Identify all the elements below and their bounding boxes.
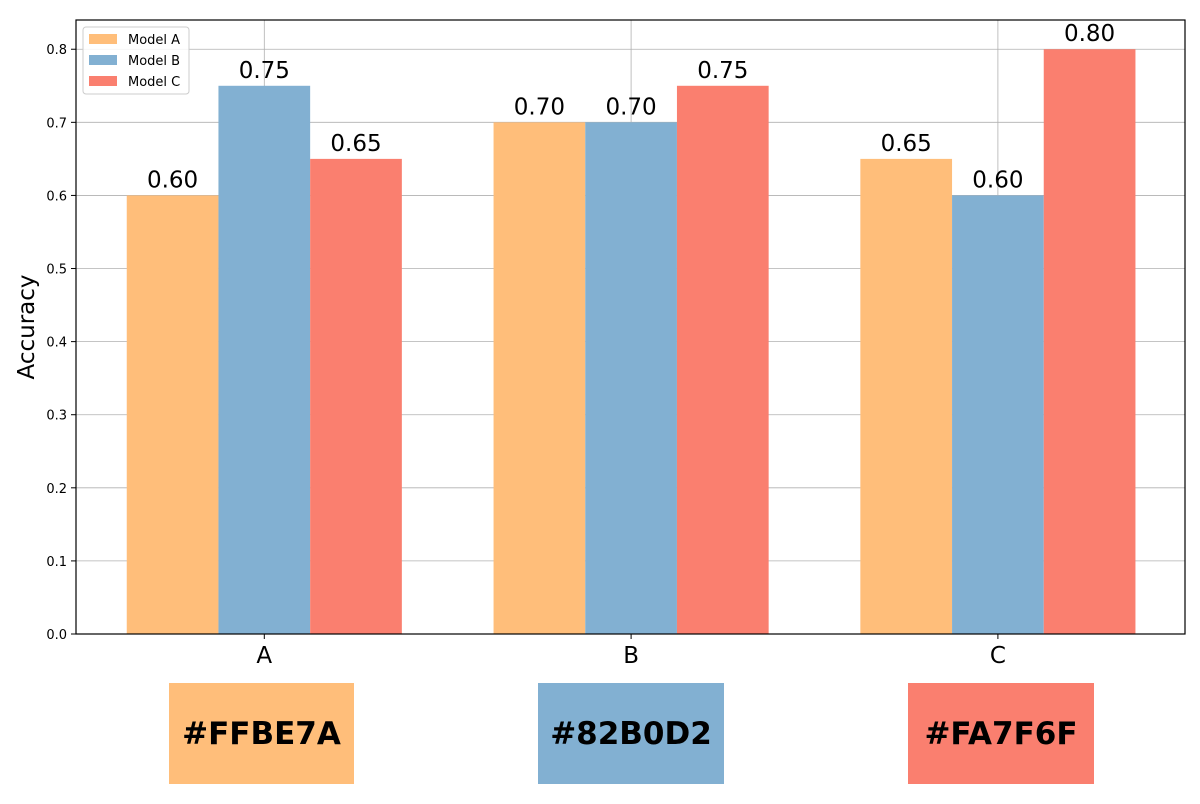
x-tick-label: B bbox=[623, 643, 639, 669]
data-label: 0.70 bbox=[605, 94, 656, 120]
bar-model-a-a bbox=[126, 195, 219, 634]
swatch-label-model-a: #FFBE7A bbox=[182, 715, 341, 752]
bar-model-b-c bbox=[952, 195, 1044, 634]
legend-swatch bbox=[89, 76, 117, 86]
data-label: 0.60 bbox=[147, 167, 198, 193]
color-swatch-model-a: #FFBE7A bbox=[169, 683, 354, 784]
data-label: 0.60 bbox=[972, 167, 1023, 193]
legend-swatch bbox=[89, 34, 117, 44]
bar-model-b-a bbox=[218, 85, 311, 635]
data-label: 0.75 bbox=[239, 58, 290, 84]
bar-model-a-c bbox=[860, 158, 953, 634]
bar-model-b-b bbox=[585, 122, 677, 634]
bar-model-c-c bbox=[1043, 49, 1136, 634]
y-axis-label: Accuracy bbox=[14, 274, 40, 379]
x-tick-label: A bbox=[256, 643, 272, 669]
swatch-label-model-b: #82B0D2 bbox=[550, 715, 712, 752]
legend-entry: Model B bbox=[128, 54, 180, 69]
y-tick-label: 0.0 bbox=[46, 628, 67, 643]
data-label: 0.75 bbox=[697, 58, 748, 84]
y-tick-label: 0.7 bbox=[46, 116, 67, 131]
y-tick-label: 0.8 bbox=[46, 43, 67, 58]
y-tick-label: 0.1 bbox=[46, 555, 67, 570]
bar-model-c-a bbox=[310, 158, 402, 634]
y-tick-label: 0.2 bbox=[46, 482, 67, 497]
legend-swatch bbox=[89, 55, 117, 65]
data-label: 0.70 bbox=[514, 94, 565, 120]
data-label: 0.65 bbox=[881, 131, 932, 157]
data-label: 0.65 bbox=[330, 131, 381, 157]
legend-entry: Model A bbox=[128, 33, 180, 48]
x-tick-label: C bbox=[990, 643, 1006, 669]
bar-model-c-b bbox=[676, 85, 769, 635]
y-tick-label: 0.6 bbox=[46, 189, 67, 204]
y-tick-label: 0.5 bbox=[46, 263, 67, 278]
plot-frame bbox=[75, 19, 1186, 635]
bar-model-a-b bbox=[493, 122, 586, 634]
y-tick-label: 0.4 bbox=[46, 336, 67, 351]
color-swatch-model-b: #82B0D2 bbox=[538, 683, 724, 784]
color-swatch-model-c: #FA7F6F bbox=[908, 683, 1094, 784]
data-label: 0.80 bbox=[1064, 21, 1115, 47]
legend-entry: Model C bbox=[128, 75, 180, 90]
y-tick-label: 0.3 bbox=[46, 409, 67, 424]
swatch-label-model-c: #FA7F6F bbox=[924, 715, 1078, 752]
